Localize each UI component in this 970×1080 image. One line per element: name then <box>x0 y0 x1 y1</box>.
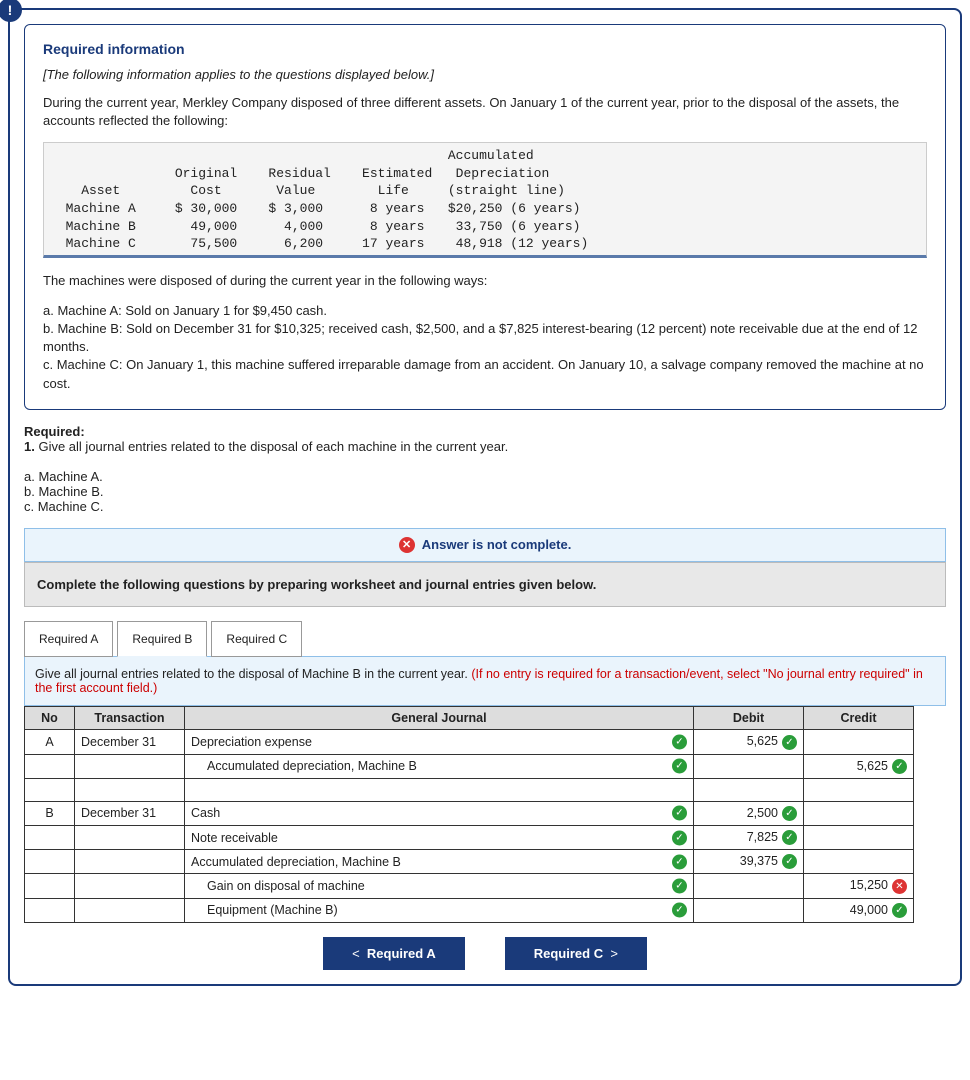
wrong-icon: ✕ <box>892 879 907 894</box>
tab-required-a[interactable]: Required A <box>24 621 113 657</box>
tabs: Required A Required B Required C <box>24 621 946 657</box>
credit-cell[interactable] <box>804 801 914 825</box>
credit-cell[interactable] <box>804 850 914 874</box>
disposal-list: a. Machine A: Sold on January 1 for $9,4… <box>43 302 927 393</box>
info-subtitle: [The following information applies to th… <box>43 67 927 82</box>
debit-cell[interactable] <box>694 874 804 898</box>
table-row: ADecember 31Depreciation expense✓5,625✓ <box>25 730 914 754</box>
required-section: Required: 1. 1. Give all journal entries… <box>24 424 946 514</box>
check-icon: ✓ <box>892 759 907 774</box>
col-trans: Transaction <box>75 707 185 730</box>
required-c: c. Machine C. <box>24 499 946 514</box>
required-a: a. Machine A. <box>24 469 946 484</box>
tab-required-c[interactable]: Required C <box>211 621 302 657</box>
required-b: b. Machine B. <box>24 484 946 499</box>
check-icon: ✓ <box>672 806 687 821</box>
prev-label: Required A <box>367 946 436 961</box>
col-debit: Debit <box>694 707 804 730</box>
status-bar: ✕ Answer is not complete. <box>24 528 946 563</box>
credit-cell[interactable]: 5,625✓ <box>804 754 914 778</box>
debit-cell[interactable]: 2,500✓ <box>694 801 804 825</box>
account-cell[interactable]: Accumulated depreciation, Machine B✓ <box>185 754 694 778</box>
check-icon: ✓ <box>672 734 687 749</box>
required-heading: Required: <box>24 424 85 439</box>
table-row: Equipment (Machine B)✓ 49,000✓ <box>25 898 914 922</box>
table-row: Accumulated depreciation, Machine B✓ 5,62… <box>25 754 914 778</box>
account-cell[interactable]: Accumulated depreciation, Machine B✓ <box>185 850 694 874</box>
info-title: Required information <box>43 41 927 57</box>
credit-cell[interactable]: 15,250✕ <box>804 874 914 898</box>
check-icon: ✓ <box>782 854 797 869</box>
alert-icon: ! <box>0 0 22 22</box>
check-icon: ✓ <box>782 830 797 845</box>
check-icon: ✓ <box>672 854 687 869</box>
col-gj: General Journal <box>185 707 694 730</box>
credit-cell[interactable]: 49,000✓ <box>804 898 914 922</box>
disposal-a: a. Machine A: Sold on January 1 for $9,4… <box>43 302 927 320</box>
instruction-bar: Complete the following questions by prep… <box>24 562 946 607</box>
account-cell[interactable]: Depreciation expense✓ <box>185 730 694 754</box>
account-cell[interactable]: Equipment (Machine B)✓ <box>185 898 694 922</box>
tab-content: Give all journal entries related to the … <box>24 656 946 706</box>
credit-cell[interactable] <box>804 730 914 754</box>
check-icon: ✓ <box>672 903 687 918</box>
question-container: ! Required information [The following in… <box>8 8 962 986</box>
check-icon: ✓ <box>672 759 687 774</box>
table-row <box>25 778 914 801</box>
status-text: Answer is not complete. <box>422 537 572 552</box>
nav-buttons: < Required A Required C > <box>24 937 946 970</box>
debit-cell[interactable]: 5,625✓ <box>694 730 804 754</box>
info-intro: During the current year, Merkley Company… <box>43 94 927 130</box>
tab-required-b[interactable]: Required B <box>117 621 207 657</box>
debit-cell[interactable]: 7,825✓ <box>694 825 804 849</box>
account-cell[interactable]: Gain on disposal of machine✓ <box>185 874 694 898</box>
tab-content-text: Give all journal entries related to the … <box>35 667 471 681</box>
account-cell[interactable]: Note receivable✓ <box>185 825 694 849</box>
check-icon: ✓ <box>892 903 907 918</box>
info-box: Required information [The following info… <box>24 24 946 410</box>
asset-table: Accumulated Original Residual Estimated … <box>43 142 927 257</box>
check-icon: ✓ <box>672 878 687 893</box>
table-row: Accumulated depreciation, Machine B✓39,3… <box>25 850 914 874</box>
debit-cell[interactable] <box>694 754 804 778</box>
next-button[interactable]: Required C > <box>505 937 647 970</box>
check-icon: ✓ <box>672 830 687 845</box>
table-row: BDecember 31Cash✓2,500✓ <box>25 801 914 825</box>
chevron-left-icon: < <box>352 946 360 961</box>
check-icon: ✓ <box>782 735 797 750</box>
debit-cell[interactable]: 39,375✓ <box>694 850 804 874</box>
debit-cell[interactable] <box>694 898 804 922</box>
disposal-c: c. Machine C: On January 1, this machine… <box>43 356 927 392</box>
next-label: Required C <box>534 946 603 961</box>
chevron-right-icon: > <box>610 946 618 961</box>
error-icon: ✕ <box>399 537 415 553</box>
table-row: Note receivable✓7,825✓ <box>25 825 914 849</box>
required-line1: 1. 1. Give all journal entries related t… <box>24 439 946 454</box>
account-cell[interactable]: Cash✓ <box>185 801 694 825</box>
disposal-intro: The machines were disposed of during the… <box>43 272 927 290</box>
prev-button[interactable]: < Required A <box>323 937 465 970</box>
col-no: No <box>25 707 75 730</box>
disposal-b: b. Machine B: Sold on December 31 for $1… <box>43 320 927 356</box>
table-row: Gain on disposal of machine✓ 15,250✕ <box>25 874 914 898</box>
journal-table: No Transaction General Journal Debit Cre… <box>24 706 914 922</box>
check-icon: ✓ <box>782 806 797 821</box>
col-credit: Credit <box>804 707 914 730</box>
credit-cell[interactable] <box>804 825 914 849</box>
